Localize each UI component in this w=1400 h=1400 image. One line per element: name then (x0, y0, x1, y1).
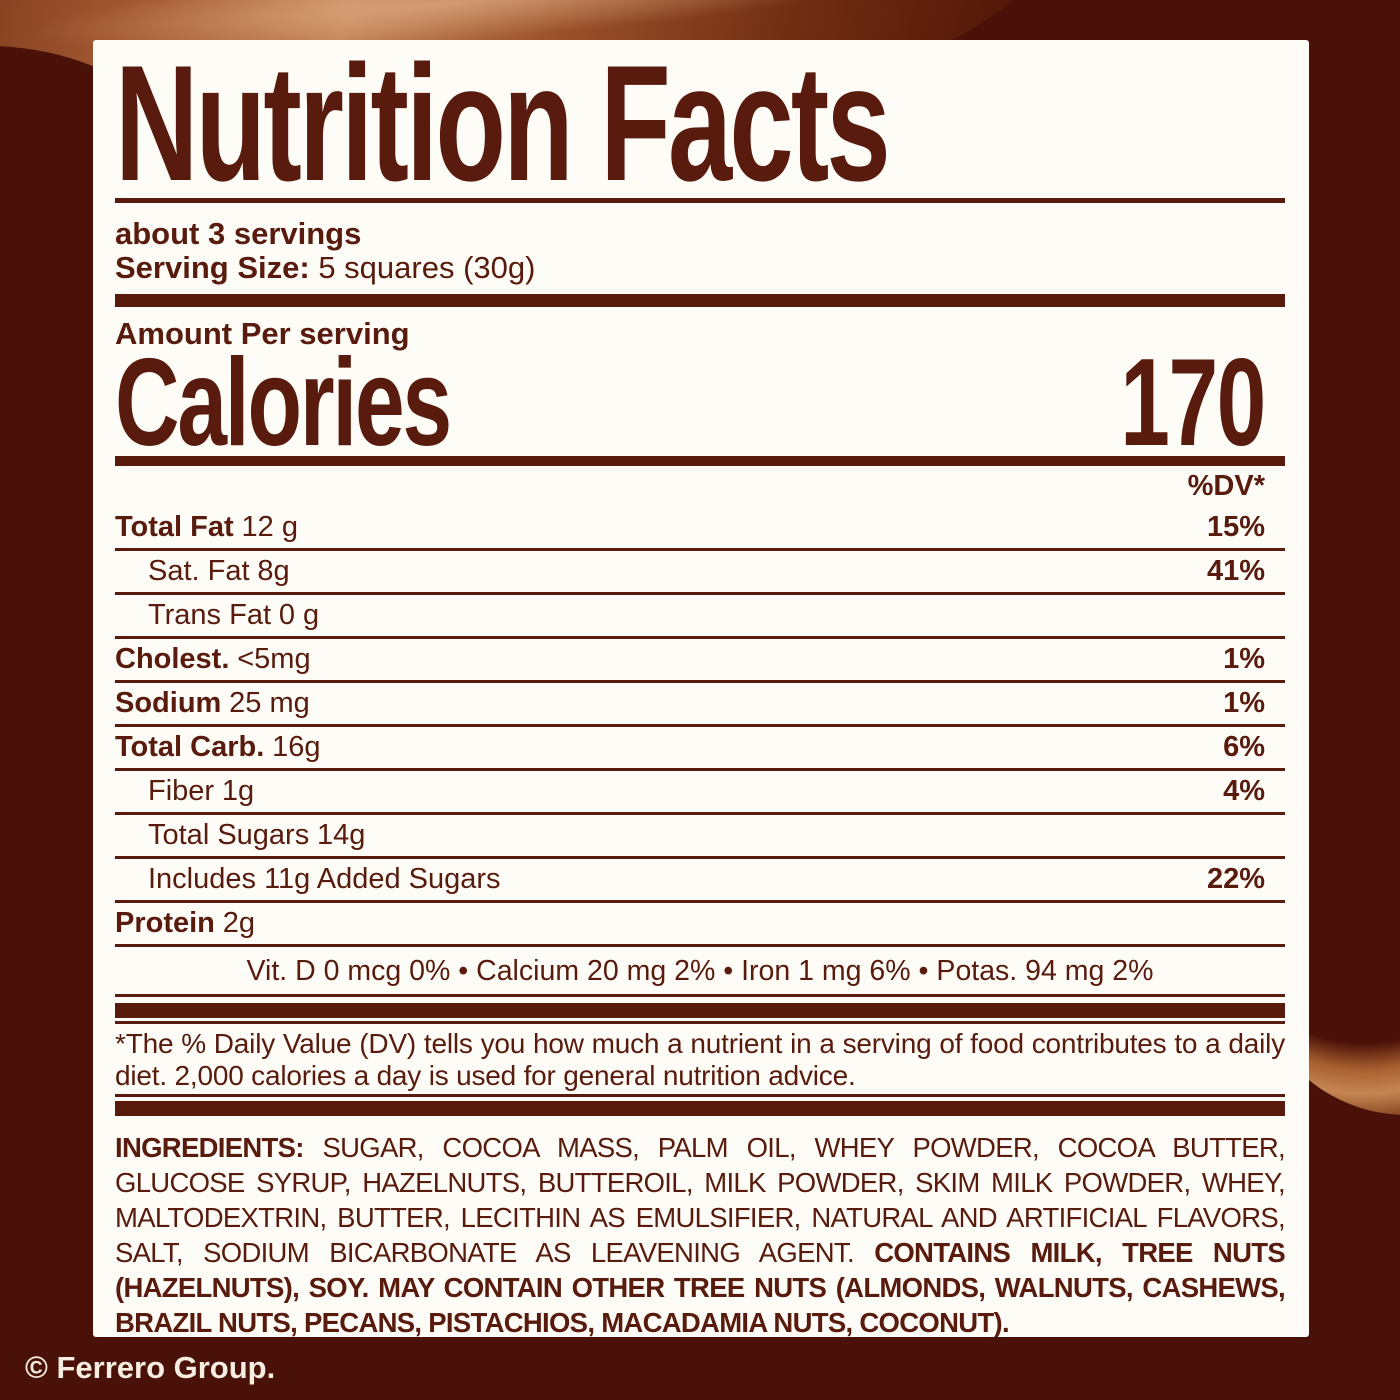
serving-size-value: 5 squares (30g) (318, 250, 536, 285)
nutrient-row-added-sugars: Includes 11g Added Sugars 22% (115, 859, 1285, 903)
dv-percent: 22% (1206, 863, 1265, 895)
dv-percent: 6% (1223, 731, 1265, 763)
divider-thin (115, 1094, 1285, 1097)
nutrient-row-protein: Protein 2g (115, 903, 1285, 947)
dv-percent: 41% (1206, 555, 1265, 587)
ingredients-paragraph: INGREDIENTS: SUGAR, COCOA MASS, PALM OIL… (115, 1130, 1286, 1337)
divider-thin (115, 994, 1285, 997)
servings-count-line: about 3 servings (115, 216, 362, 251)
divider-thin (115, 1021, 1285, 1024)
daily-value-header: %DV* (1187, 470, 1265, 502)
dv-percent: 1% (1223, 687, 1265, 719)
dv-percent: 15% (1206, 511, 1265, 543)
dv-percent: 4% (1223, 775, 1265, 807)
nutrition-facts-title: Nutrition Facts (115, 40, 1285, 215)
calories-value: 170 (1120, 334, 1266, 472)
nutrient-row-total-sugars: Total Sugars 14g (115, 815, 1285, 859)
ingredients-list: SUGAR, COCOA MASS, PALM OIL, WHEY POWDER… (115, 1132, 1286, 1268)
nutrition-facts-title-text: Nutrition Facts (115, 40, 891, 215)
ingredients-label: INGREDIENTS: (115, 1132, 304, 1163)
nutrient-row-cholesterol: Cholest. <5mg 1% (115, 639, 1285, 683)
calories-label: Calories (115, 334, 452, 472)
divider-under-title (115, 198, 1285, 203)
allergen-statement: CONTAINS MILK, TREE NUTS (HAZELNUTS), SO… (115, 1237, 1286, 1337)
serving-size-label: Serving Size: (115, 250, 310, 285)
divider-heavy-before-footnote (115, 1003, 1285, 1018)
amount-per-serving-label: Amount Per serving (115, 316, 410, 351)
calories-row: Calories 170 (115, 334, 1285, 472)
nutrition-facts-panel: Nutrition Facts about 3 servings Serving… (93, 40, 1309, 1337)
nutrient-row-total-carb: Total Carb. 16g 6% (115, 727, 1285, 771)
divider-thick-after-serving (115, 294, 1285, 307)
nutrient-table: Total Fat 12 g 15% Sat. Fat 8g 41% Trans F… (115, 507, 1285, 947)
copyright-text: © Ferrero Group. (25, 1350, 276, 1385)
nutrient-row-total-fat: Total Fat 12 g 15% (115, 507, 1285, 551)
nutrient-row-fiber: Fiber 1g 4% (115, 771, 1285, 815)
nutrient-row-sat-fat: Sat. Fat 8g 41% (115, 551, 1285, 595)
serving-size-line: Serving Size: 5 squares (30g) (115, 251, 1285, 285)
dv-percent: 1% (1223, 643, 1265, 675)
nutrient-row-trans-fat: Trans Fat 0 g (115, 595, 1285, 639)
divider-heavy-after-footnote (115, 1101, 1285, 1116)
divider-under-calories (115, 456, 1285, 466)
nutrient-row-sodium: Sodium 25 mg 1% (115, 683, 1285, 727)
daily-value-footnote: *The % Daily Value (DV) tells you how mu… (115, 1028, 1285, 1091)
vitamins-minerals-line: Vit. D 0 mcg 0% • Calcium 20 mg 2% • Iro… (246, 955, 1154, 987)
